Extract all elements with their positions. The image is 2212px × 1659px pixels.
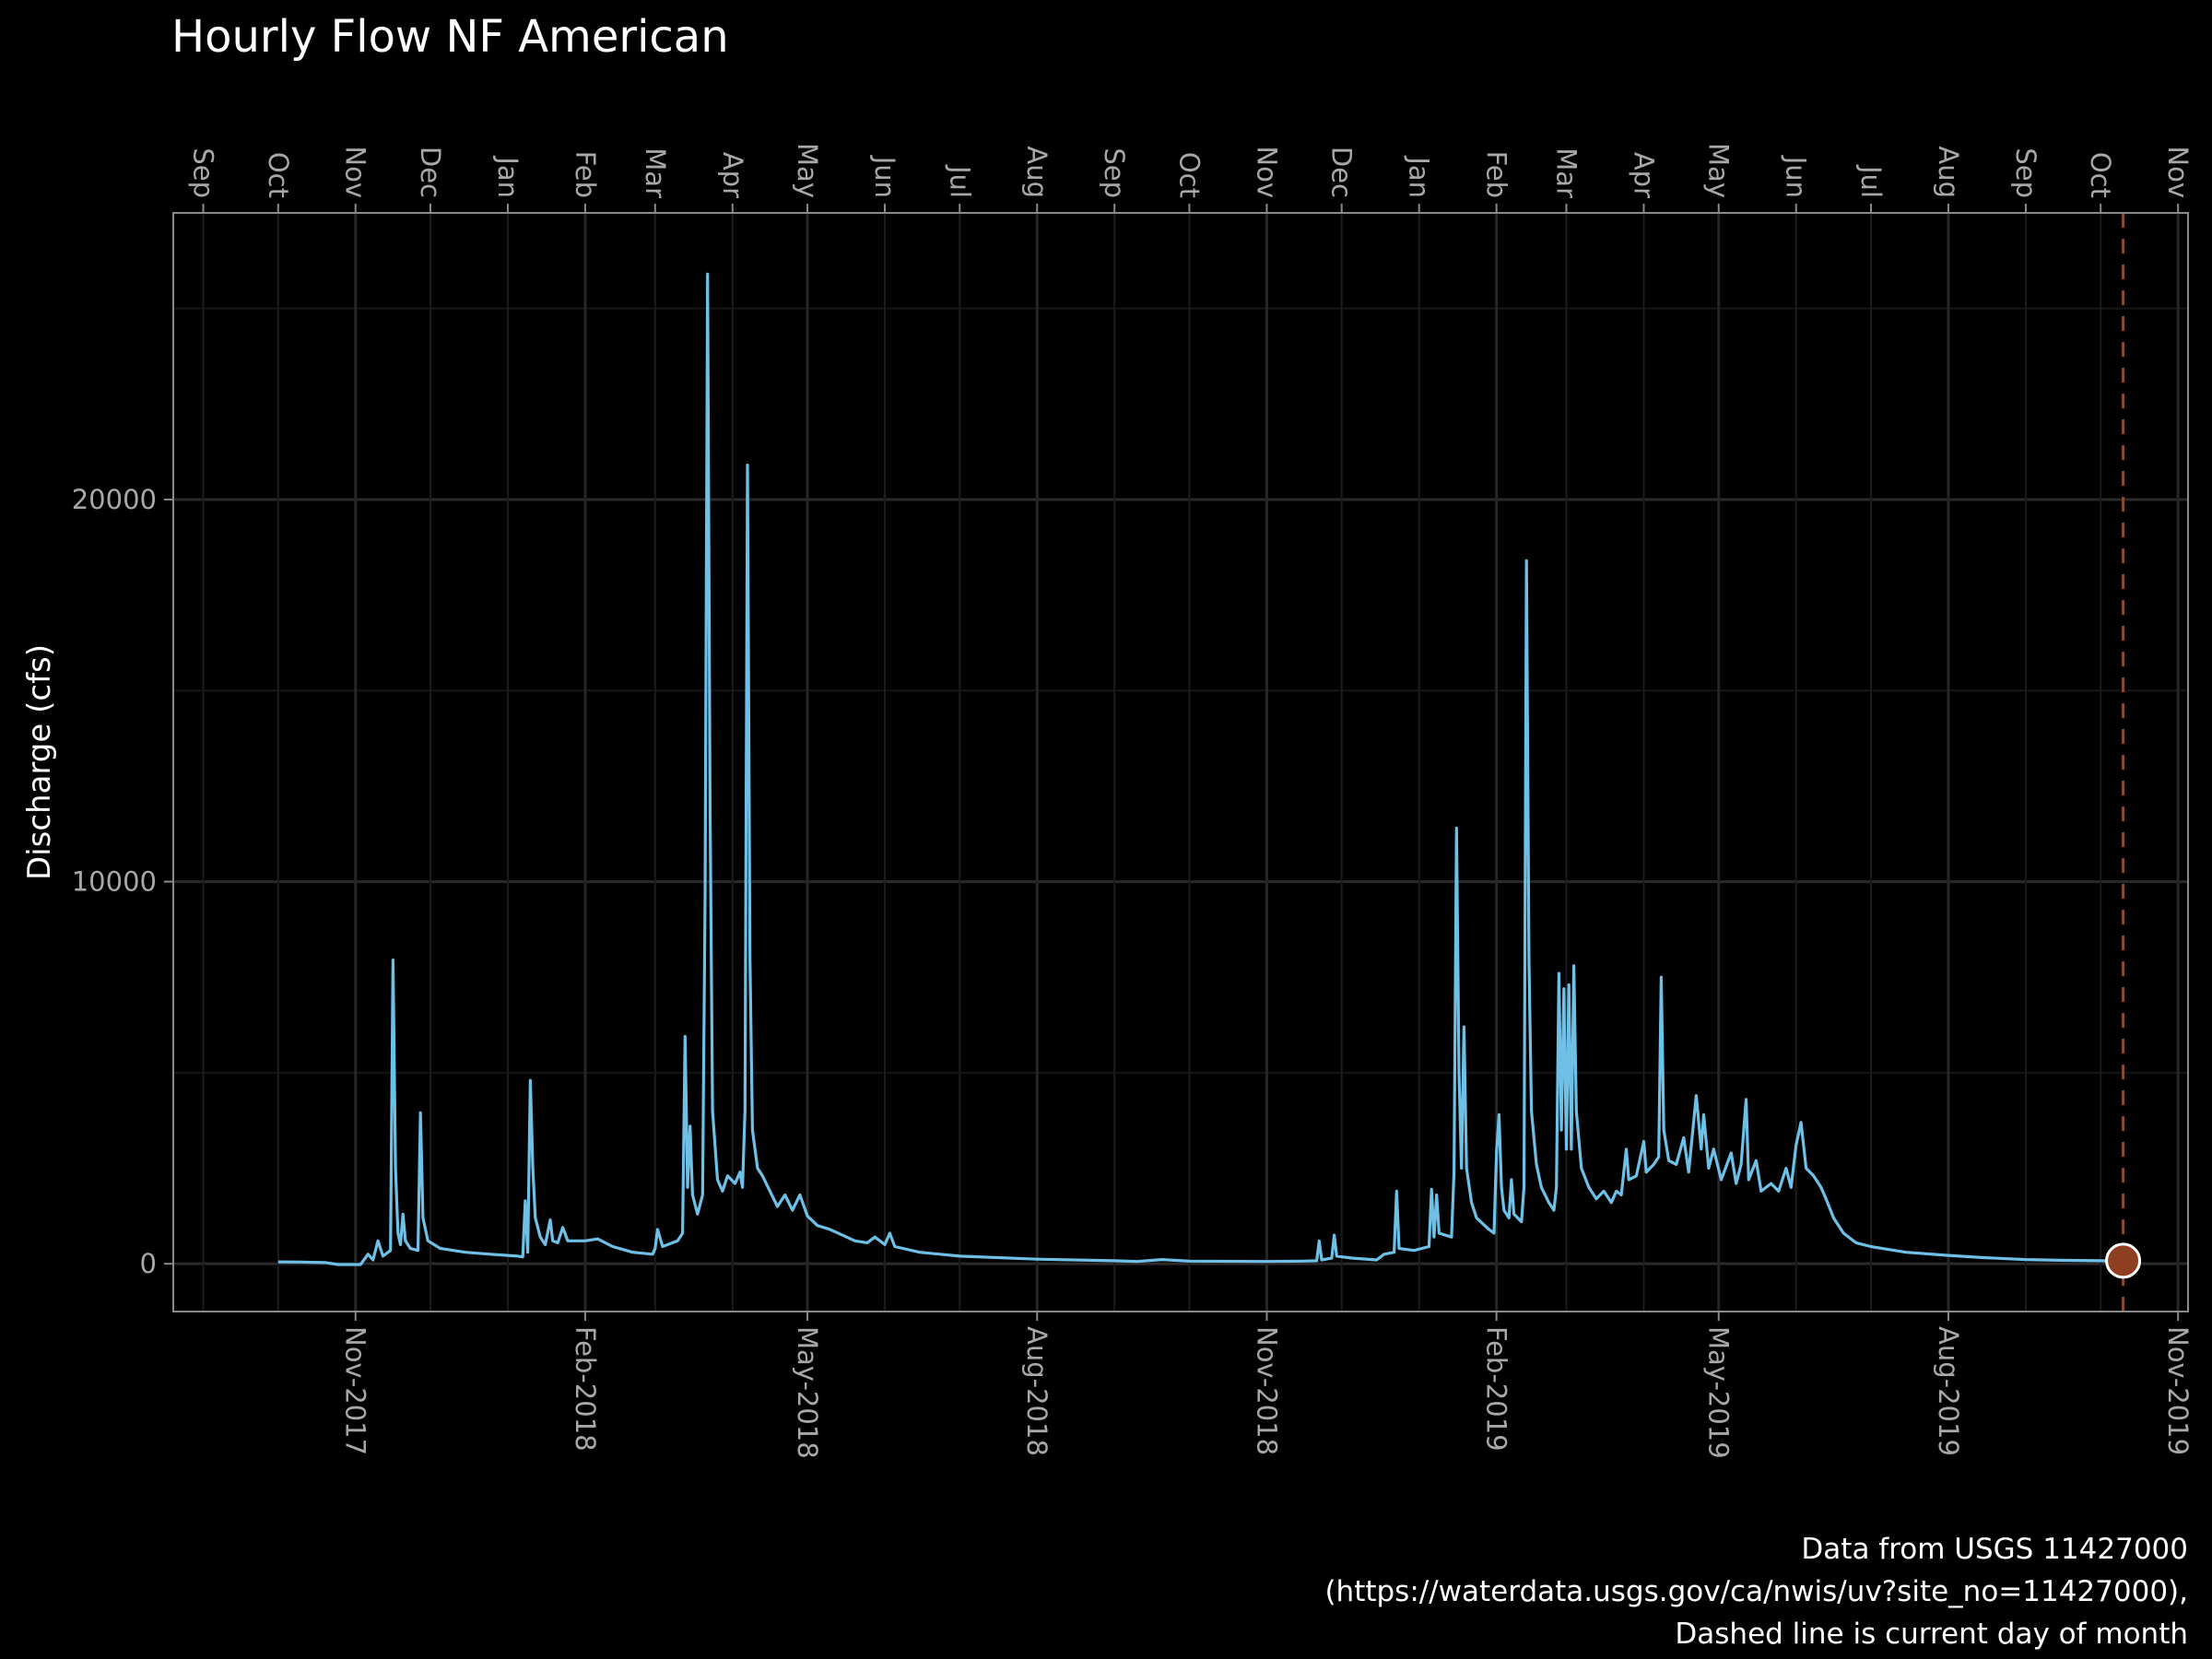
top-x-tick-label: Nov — [2162, 146, 2194, 198]
top-x-tick-label: Jan — [492, 155, 524, 198]
plot-panel — [173, 213, 2188, 1312]
top-x-tick-label: Aug — [1021, 146, 1053, 198]
bottom-x-tick-label: Feb-2018 — [570, 1326, 601, 1452]
bottom-x-tick-label: Nov-2017 — [340, 1326, 371, 1455]
axes: 0 10000 20000 Sep Oct Nov Dec Jan Feb Mar Apr May Ju… — [72, 143, 2194, 1459]
caption-line-2: (https://waterdata.usgs.gov/ca/nwis/uv?s… — [1324, 1575, 2188, 1608]
y-axis-title: Discharge (cfs) — [21, 644, 58, 880]
top-x-tick-label: Nov — [1251, 146, 1282, 198]
top-x-tick-label: Sep — [2010, 147, 2041, 198]
top-x-tick-label: Mar — [640, 147, 671, 198]
top-x-tick-label: May — [792, 143, 823, 198]
annotations-layer — [2105, 213, 2142, 1312]
top-x-tick-label: Jan — [1404, 155, 1435, 198]
bottom-x-tick-label: Nov-2018 — [1251, 1326, 1282, 1455]
caption: Data from USGS 11427000 (https://waterda… — [1324, 1528, 2188, 1655]
y-tick-label: 10000 — [72, 866, 157, 898]
bottom-x-tick-label: May-2019 — [1703, 1326, 1735, 1459]
top-x-tick-label: Nov — [340, 146, 371, 198]
top-x-tick-label: Apr — [1628, 152, 1659, 198]
top-x-tick-label: Aug — [1933, 146, 1964, 198]
plot-border — [172, 212, 2189, 1312]
top-x-tick-label: Jun — [1781, 155, 1812, 198]
top-x-tick-label: Jul — [944, 164, 975, 198]
y-tick-label: 20000 — [72, 484, 157, 515]
top-x-tick-label: Apr — [717, 152, 748, 198]
top-x-tick-label: Feb — [1481, 151, 1512, 198]
top-x-tick-label: Jul — [1855, 164, 1887, 198]
series-layer — [277, 272, 2124, 1266]
top-x-tick-label: Oct — [263, 152, 294, 198]
grid-lines — [173, 213, 2188, 1312]
top-x-tick-label: Oct — [1173, 152, 1205, 198]
y-tick-label: 0 — [140, 1248, 157, 1279]
caption-line-1: Data from USGS 11427000 — [1801, 1533, 2188, 1566]
top-x-tick-label: Sep — [1099, 147, 1130, 198]
bottom-x-tick-label: May-2018 — [792, 1326, 823, 1459]
current-value-point — [2105, 1242, 2142, 1279]
chart-title: Hourly Flow NF American — [171, 11, 729, 63]
discharge-series-line — [277, 272, 2124, 1266]
top-x-tick-label: Dec — [415, 147, 446, 198]
top-x-tick-label: Feb — [570, 151, 601, 198]
top-x-tick-label: May — [1703, 143, 1735, 198]
top-x-tick-label: Dec — [1326, 147, 1358, 198]
bottom-x-tick-label: Aug-2019 — [1933, 1326, 1964, 1456]
top-x-tick-label: Mar — [1551, 147, 1583, 198]
top-x-tick-label: Jun — [869, 155, 900, 198]
bottom-x-tick-label: Feb-2019 — [1481, 1326, 1512, 1452]
top-x-tick-label: Oct — [2085, 152, 2116, 198]
bottom-x-tick-label: Aug-2018 — [1021, 1326, 1053, 1456]
bottom-x-tick-label: Nov-2019 — [2162, 1326, 2194, 1455]
top-x-tick-label: Sep — [188, 147, 219, 198]
caption-line-3: Dashed line is current day of month — [1675, 1618, 2188, 1651]
